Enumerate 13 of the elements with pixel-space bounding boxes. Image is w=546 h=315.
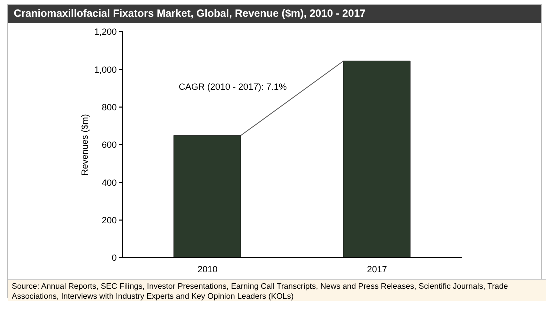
y-tick-label: 800 xyxy=(102,102,117,113)
y-tick-label: 400 xyxy=(102,178,117,188)
y-tick-label: 1,200 xyxy=(94,27,117,38)
y-axis-title: Revenues ($m) xyxy=(80,114,90,176)
y-tick-label: 0 xyxy=(112,253,117,264)
chart-title: Craniomaxillofacial Fixators Market, Global, Revenue ($m), 2010 - 2017 xyxy=(8,5,541,23)
y-tick-label: 200 xyxy=(102,216,117,226)
annotation: CAGR (2010 - 2017): 7.1% xyxy=(179,82,288,92)
x-tick-label: 2017 xyxy=(367,264,388,274)
y-tick-label: 600 xyxy=(102,140,117,150)
x-tick-label: 2010 xyxy=(198,264,218,274)
source-note: Source: Annual Reports, SEC Filings, Investor Presentations, Earning Call Transcripts, News and Press Releases, Scientific Journals, Trade Associations, Interviews with Industry Experts and Key Opinion Leaders (KOLs) xyxy=(8,279,546,301)
y-tick-label: 1,000 xyxy=(94,64,117,75)
